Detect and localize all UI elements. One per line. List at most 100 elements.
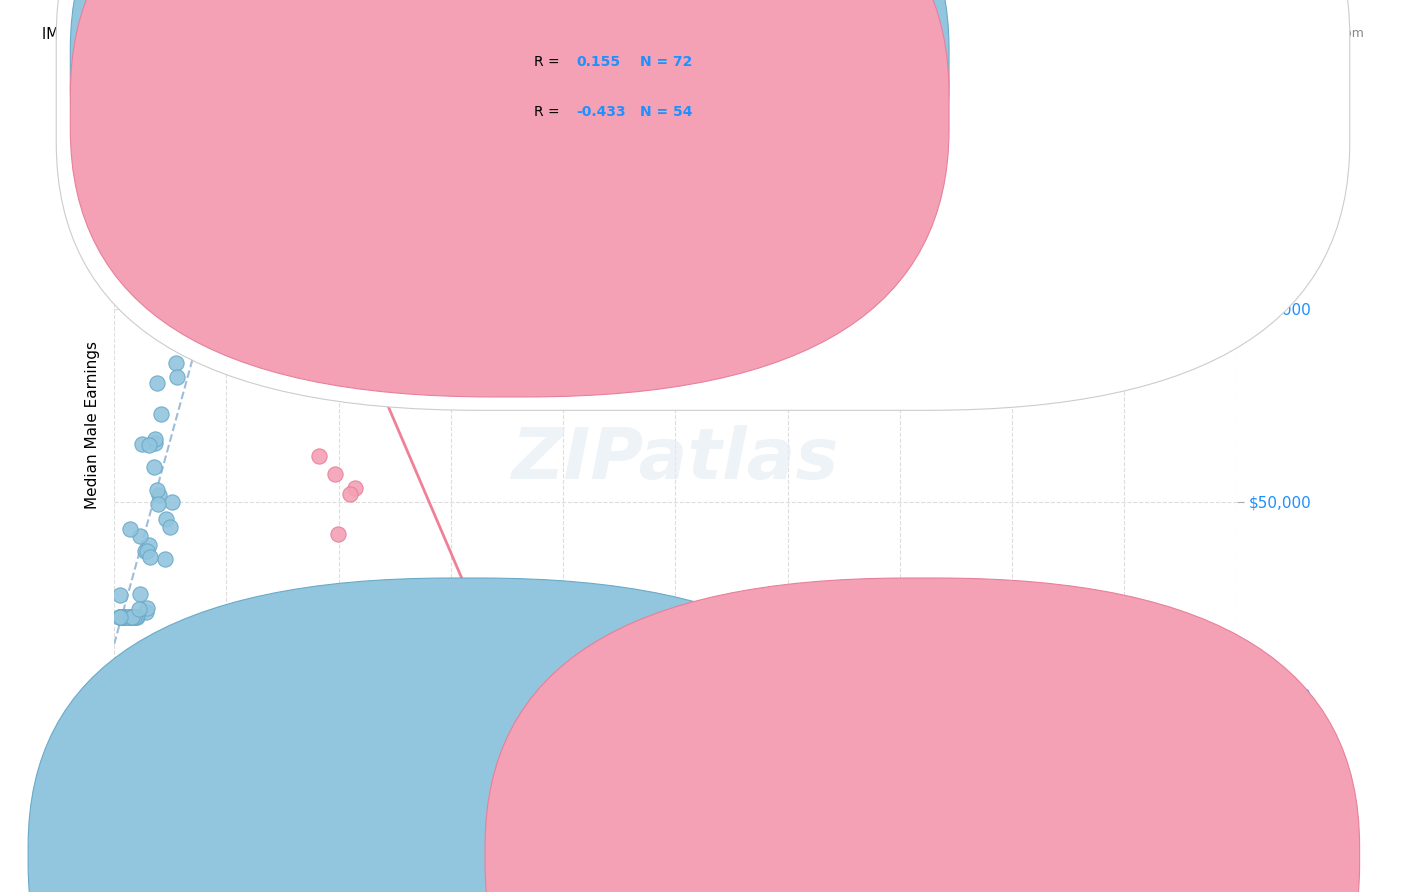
Point [108,610,131,624]
Point [138,438,160,452]
Point [326,526,349,541]
Point [367,711,389,725]
Text: N = 72: N = 72 [640,55,692,70]
Point [540,711,562,725]
Point [167,272,190,286]
Y-axis label: Median Male Earnings: Median Male Earnings [86,341,100,508]
Point [150,408,173,422]
Point [183,263,205,277]
Point [148,497,170,511]
Point [211,263,233,277]
Point [299,290,322,304]
Point [108,610,131,624]
Point [482,711,505,725]
Point [122,610,145,624]
Point [439,711,461,725]
Point [108,588,131,602]
Point [434,711,457,725]
Point [146,483,169,497]
Point [513,711,536,725]
Point [285,66,308,80]
Point [148,488,170,502]
Point [602,711,624,725]
Point [114,610,136,624]
Point [169,263,191,277]
Point [108,610,131,624]
Point [145,436,167,450]
Point [160,494,183,508]
Point [108,610,131,624]
Text: 0.155: 0.155 [576,55,620,70]
Point [495,711,517,725]
Point [108,610,131,624]
Point [155,511,177,525]
Point [446,711,468,725]
Point [136,543,159,558]
Point [110,610,132,624]
Text: N = 54: N = 54 [640,104,692,119]
Point [165,356,187,370]
Point [134,544,156,558]
Point [200,263,222,277]
Point [343,482,366,496]
Point [181,263,204,277]
Point [441,711,464,725]
Point [308,449,330,463]
Point [415,711,437,725]
Point [125,610,148,624]
Point [112,610,135,624]
Point [190,263,212,277]
Point [118,522,141,536]
Point [339,487,361,501]
Text: IMMIGRANTS FROM ST. VINCENT AND THE GRENADINES VS COSTA RICAN MEDIAN MALE EARNIN: IMMIGRANTS FROM ST. VINCENT AND THE GREN… [42,27,928,42]
Point [208,263,231,277]
Point [138,538,160,552]
Point [240,263,263,277]
Point [179,263,201,277]
Text: 20.0%: 20.0% [1188,818,1236,833]
Point [108,610,131,624]
Point [529,711,551,725]
Point [108,610,131,624]
Text: ZIPatlas: ZIPatlas [512,425,839,494]
Text: R =: R = [534,104,560,119]
Point [401,711,423,725]
Point [302,240,325,254]
Point [110,610,132,624]
Point [129,529,152,543]
Point [159,519,181,533]
Text: R =: R = [534,55,560,70]
Point [120,610,142,624]
Point [143,433,166,447]
Point [176,298,198,312]
Point [433,711,456,725]
Point [614,711,637,725]
Point [135,605,157,619]
Point [128,587,150,601]
Point [131,437,153,451]
Point [388,711,411,725]
Point [180,263,202,277]
Point [111,610,134,624]
Point [108,610,131,624]
Point [115,610,138,624]
Point [254,0,277,1]
Point [121,610,143,624]
Point [232,263,254,277]
Text: Immigrants from St. Vincent and the Grenadines: Immigrants from St. Vincent and the Gren… [485,848,823,863]
Text: -0.433: -0.433 [576,104,626,119]
Point [124,610,146,624]
Point [166,369,188,384]
Point [143,459,166,474]
Point [111,610,134,624]
Point [145,376,167,390]
Point [267,45,290,60]
Point [215,263,238,277]
Point [468,711,491,725]
Point [359,681,381,695]
Point [118,610,141,624]
Point [112,610,135,624]
Point [180,263,202,277]
Point [243,263,266,277]
Point [775,711,797,725]
